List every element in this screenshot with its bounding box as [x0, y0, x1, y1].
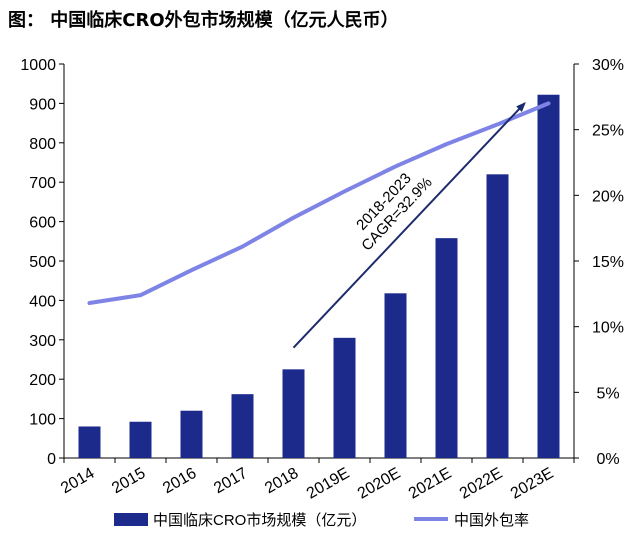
right-tick-label: 10%: [592, 320, 624, 337]
left-tick-label: 800: [29, 136, 56, 153]
bar: [78, 426, 101, 458]
series-line-outsourcing-rate: [87, 101, 551, 306]
chart-title: 图： 中国临床CRO外包市场规模（亿元人民币）: [8, 10, 399, 31]
bar: [180, 410, 203, 458]
right-tick-label: 0%: [596, 451, 619, 468]
x-tick-label: 2017: [211, 465, 250, 498]
x-tick-label: 2021E: [406, 465, 455, 503]
x-tick-label: 2020E: [355, 465, 404, 503]
bar: [435, 238, 458, 458]
left-tick-label: 400: [29, 293, 56, 310]
right-tick-label: 5%: [596, 385, 619, 402]
x-tick-label: 2023E: [508, 465, 557, 503]
left-tick-label: 500: [29, 254, 56, 271]
left-tick-label: 1000: [20, 57, 56, 74]
right-tick-label: 25%: [592, 123, 624, 140]
right-tick-label: 15%: [592, 254, 624, 271]
cagr-arrow: [292, 101, 526, 349]
right-tick-label: 20%: [592, 188, 624, 205]
x-tick-label: 2014: [58, 465, 97, 498]
x-tick-label: 2015: [109, 465, 148, 498]
left-tick-label: 300: [29, 333, 56, 350]
left-tick-label: 100: [29, 412, 56, 429]
left-tick-label: 0: [47, 451, 56, 468]
bar: [333, 337, 356, 458]
bar: [231, 394, 254, 458]
bar: [537, 94, 560, 459]
left-tick-label: 200: [29, 372, 56, 389]
left-tick-label: 900: [29, 96, 56, 113]
legend-label-line: 中国外包率: [454, 512, 529, 529]
bar: [129, 421, 152, 458]
bar: [384, 293, 407, 458]
left-tick-label: 700: [29, 175, 56, 192]
x-tick-label: 2018: [262, 465, 301, 498]
x-tick-label: 2016: [160, 465, 199, 498]
legend-label-bar: 中国临床CRO市场规模（亿元）: [153, 512, 366, 529]
right-tick-label: 30%: [592, 57, 624, 74]
x-tick-label: 2019E: [304, 465, 353, 503]
left-tick-label: 600: [29, 215, 56, 232]
legend-swatch-bar: [114, 513, 148, 526]
bar: [486, 174, 509, 458]
bar: [282, 369, 305, 458]
x-tick-label: 2022E: [457, 465, 506, 503]
